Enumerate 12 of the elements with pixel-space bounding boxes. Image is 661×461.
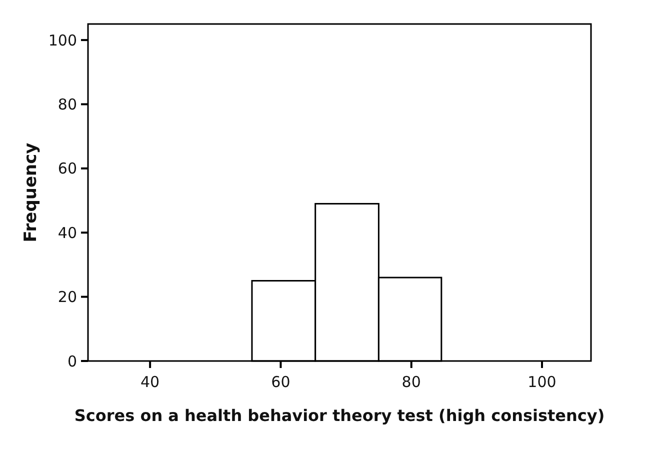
y-tick-label: 100	[48, 31, 77, 50]
x-tick-label: 80	[402, 373, 421, 391]
y-tick-label: 20	[58, 288, 77, 306]
x-tick-label: 40	[140, 373, 160, 391]
y-axis-title: Frequency	[21, 142, 41, 242]
x-tick-label: 100	[528, 373, 556, 391]
x-axis-title: Scores on a health behavior theory test (high consistency)	[74, 406, 605, 425]
y-tick-label: 60	[58, 160, 77, 178]
y-tick-label: 40	[58, 224, 77, 242]
y-tick-label: 0	[67, 352, 77, 370]
x-tick-label: 60	[271, 373, 290, 391]
y-tick-label: 80	[58, 95, 77, 114]
